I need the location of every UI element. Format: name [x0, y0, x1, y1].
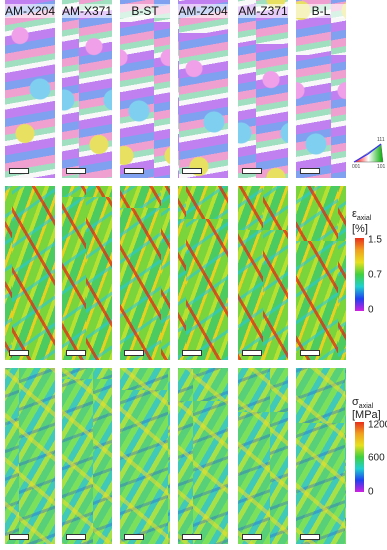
ipf-triangle — [353, 143, 384, 163]
map-panel — [178, 186, 228, 360]
map-panel — [238, 0, 288, 178]
scale-bar — [300, 534, 320, 540]
scale-bar — [124, 168, 144, 174]
column-label: B-ST — [114, 4, 176, 18]
subscript: axial — [356, 215, 372, 223]
scale-bar — [9, 350, 29, 356]
ipf-label: 001 — [352, 164, 361, 170]
ipf-edge — [353, 143, 382, 163]
stress-symbol: σaxial — [352, 396, 373, 410]
map-panel — [5, 368, 55, 544]
map-panel — [238, 186, 288, 360]
column-label: AM-Z204 — [172, 4, 234, 18]
tick-label: 1200 — [368, 419, 387, 431]
map-panel — [296, 368, 346, 544]
tick-label: 600 — [368, 452, 385, 464]
strain-colorbar — [355, 238, 364, 311]
scale-bar — [66, 534, 86, 540]
map-panel — [238, 368, 288, 544]
scale-bar — [66, 168, 86, 174]
scale-bar — [300, 350, 320, 356]
map-panel — [5, 0, 55, 178]
symbol: σ — [352, 396, 359, 408]
column-label: AM-X204 — [0, 4, 61, 18]
strain-unit: [%] — [352, 223, 368, 235]
stress-colorbar — [355, 422, 364, 492]
map-panel — [178, 368, 228, 544]
map-panel — [62, 368, 112, 544]
ipf-label: 101 — [377, 164, 386, 170]
scale-bar — [182, 168, 202, 174]
stress-unit: [MPa] — [352, 409, 381, 421]
scale-bar — [182, 350, 202, 356]
tick-label: 0 — [368, 486, 374, 498]
column-label: AM-X371 — [56, 4, 118, 18]
scale-bar — [9, 534, 29, 540]
map-panel — [62, 186, 112, 360]
map-panel — [120, 368, 170, 544]
map-panel — [178, 0, 228, 178]
symbol: ε — [352, 208, 357, 220]
scale-bar — [124, 534, 144, 540]
column-label: B-L — [290, 4, 352, 18]
map-panel — [62, 0, 112, 178]
map-panel — [5, 186, 55, 360]
strain-symbol: εaxial — [352, 208, 371, 222]
tick-label: 0.7 — [368, 269, 382, 281]
scale-bar — [124, 350, 144, 356]
tick-label: 1.5 — [368, 234, 382, 246]
scale-bar — [9, 168, 29, 174]
subscript: axial — [358, 403, 374, 411]
scale-bar — [242, 168, 262, 174]
scale-bar — [300, 168, 320, 174]
scale-bar — [182, 534, 202, 540]
column-label: AM-Z371 — [232, 4, 294, 18]
ipf-label: 111 — [377, 137, 385, 143]
map-panel — [296, 186, 346, 360]
map-panel — [296, 0, 346, 178]
scale-bar — [242, 534, 262, 540]
scale-bar — [242, 350, 262, 356]
map-panel — [120, 0, 170, 178]
map-panel — [120, 186, 170, 360]
scale-bar — [66, 350, 86, 356]
tick-label: 0 — [368, 304, 374, 316]
